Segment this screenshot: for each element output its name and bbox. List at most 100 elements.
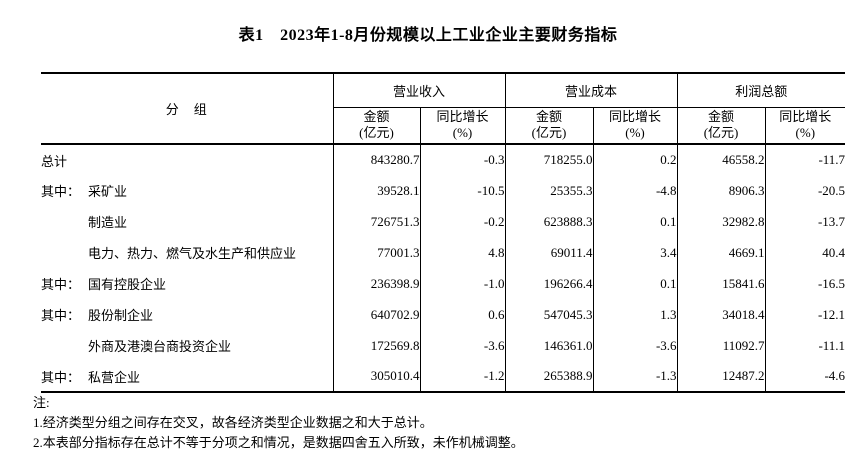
row-name: 股份制企业 xyxy=(88,308,154,323)
cell-cost-amount: 146361.0 xyxy=(504,330,594,361)
row-name: 国有控股企业 xyxy=(88,277,167,292)
cell-cost-growth: 0.1 xyxy=(592,268,678,299)
footnotes: 注: 1.经济类型分组之间存在交叉，故各经济类型企业数据之和大于总计。 2.本表… xyxy=(33,393,524,453)
cell-revenue-amount: 39528.1 xyxy=(332,175,420,206)
cell-profit-amount: 32982.8 xyxy=(676,206,766,237)
row-name: 制造业 xyxy=(88,215,128,230)
column-header-revenue: 营业收入 xyxy=(332,73,506,108)
row-prefix: 其中： xyxy=(41,308,81,323)
cell-cost-growth: 0.1 xyxy=(592,206,678,237)
row-name: 外商及港澳台商投资企业 xyxy=(88,339,232,354)
row-label: 其中： 私营企业 xyxy=(41,361,333,392)
column-header-revenue-growth: 同比增长 (%) xyxy=(419,107,506,145)
cell-profit-growth: -16.5 xyxy=(764,268,846,299)
cell-profit-growth: -20.5 xyxy=(764,175,846,206)
cell-revenue-amount: 305010.4 xyxy=(332,361,420,392)
cell-profit-amount: 12487.2 xyxy=(676,361,766,392)
header-line: 同比增长 xyxy=(779,109,832,125)
financial-indicators-table: 分 组 营业收入 营业成本 利润总额 金额 (亿元) 同比增长 (%) 金额 (… xyxy=(41,72,846,393)
header-line: (亿元) xyxy=(359,125,394,141)
cell-profit-amount: 15841.6 xyxy=(676,268,766,299)
header-line: 同比增长 xyxy=(436,109,489,125)
cell-revenue-growth: -1.2 xyxy=(419,361,506,392)
row-prefix: 其中： xyxy=(41,277,81,292)
table-row: 外商及港澳台商投资企业 172569.8 -3.6 146361.0 -3.6 … xyxy=(41,330,846,361)
cell-revenue-growth: -0.3 xyxy=(419,144,506,175)
header-line: (%) xyxy=(625,125,645,141)
header-line: (亿元) xyxy=(531,125,567,141)
cell-revenue-amount: 236398.9 xyxy=(332,268,420,299)
column-header-profit: 利润总额 xyxy=(676,73,846,108)
table-row: 电力、热力、燃气及水生产和供应业 77001.3 4.8 69011.4 3.4… xyxy=(41,237,846,268)
cell-revenue-growth: 4.8 xyxy=(419,237,506,268)
cell-revenue-amount: 843280.7 xyxy=(332,144,420,175)
row-label: 其中： 采矿业 xyxy=(41,175,333,206)
header-group-row: 分 组 营业收入 营业成本 利润总额 xyxy=(41,73,846,145)
header-line: (%) xyxy=(452,125,473,141)
cell-profit-growth: -11.7 xyxy=(764,144,846,175)
cell-profit-growth: -13.7 xyxy=(764,206,846,237)
row-name: 私营企业 xyxy=(88,369,141,385)
cell-revenue-growth: -10.5 xyxy=(419,175,506,206)
table-row: 其中： 私营企业 305010.4 -1.2 265388.9 -1.3 1248… xyxy=(41,361,846,392)
footnote-label: 注: xyxy=(33,395,50,410)
cell-revenue-growth: -3.6 xyxy=(419,330,506,361)
cell-cost-growth: -4.8 xyxy=(592,175,678,206)
header-line: (亿元) xyxy=(703,125,739,141)
footnote-item: 2.本表部分指标存在总计不等于分项之和情况，是数据四舍五入所致，未作机械调整。 xyxy=(33,435,524,450)
cell-profit-amount: 8906.3 xyxy=(676,175,766,206)
cell-cost-growth: 1.3 xyxy=(592,299,678,330)
table-row: 制造业 726751.3 -0.2 623888.3 0.1 32982.8 -… xyxy=(41,206,846,237)
row-name: 总计 xyxy=(41,153,68,169)
cell-profit-amount: 34018.4 xyxy=(676,299,766,330)
header-line: (%) xyxy=(795,125,816,141)
column-header-cost-growth: 同比增长 (%) xyxy=(592,107,678,145)
cell-cost-amount: 25355.3 xyxy=(504,175,594,206)
cell-cost-amount: 547045.3 xyxy=(504,299,594,330)
header-sub-row: 金额 (亿元) 同比增长 (%) 金额 (亿元) 同比增长 (%) 金额 ( xyxy=(41,107,846,145)
cell-revenue-growth: -0.2 xyxy=(419,206,506,237)
cell-cost-amount: 196266.4 xyxy=(504,268,594,299)
row-label: 制造业 xyxy=(41,206,333,237)
cell-profit-growth: 40.4 xyxy=(764,237,846,268)
cell-revenue-amount: 726751.3 xyxy=(332,206,420,237)
row-label: 外商及港澳台商投资企业 xyxy=(41,330,333,361)
cell-profit-growth: -11.1 xyxy=(764,330,846,361)
cell-revenue-amount: 640702.9 xyxy=(332,299,420,330)
cell-profit-amount: 11092.7 xyxy=(676,330,766,361)
cell-cost-growth: -3.6 xyxy=(592,330,678,361)
cell-profit-amount: 4669.1 xyxy=(676,237,766,268)
header-line: 同比增长 xyxy=(609,109,662,125)
column-header-cost-amount: 金额 (亿元) xyxy=(504,107,594,145)
row-label: 电力、热力、燃气及水生产和供应业 xyxy=(41,237,333,268)
cell-profit-growth: -4.6 xyxy=(764,361,846,392)
header-line: 金额 xyxy=(536,109,563,125)
row-prefix: 其中： xyxy=(41,184,81,199)
cell-cost-amount: 69011.4 xyxy=(504,237,594,268)
column-header-profit-amount: 金额 (亿元) xyxy=(676,107,766,145)
header-line: 金额 xyxy=(708,109,735,125)
footnote-item: 1.经济类型分组之间存在交叉，故各经济类型企业数据之和大于总计。 xyxy=(33,415,433,430)
row-label: 其中： 国有控股企业 xyxy=(41,268,333,299)
column-header-group: 分 组 xyxy=(41,73,334,145)
column-header-revenue-amount: 金额 (亿元) xyxy=(332,107,420,145)
row-label: 其中： 股份制企业 xyxy=(41,299,333,330)
cell-profit-amount: 46558.2 xyxy=(676,144,766,175)
cell-cost-amount: 718255.0 xyxy=(504,144,594,175)
table-row: 其中： 国有控股企业 236398.9 -1.0 196266.4 0.1 158… xyxy=(41,268,846,299)
row-name: 采矿业 xyxy=(88,184,128,199)
cell-cost-amount: 265388.9 xyxy=(504,361,594,392)
column-header-cost: 营业成本 xyxy=(504,73,678,108)
cell-profit-growth: -12.1 xyxy=(764,299,846,330)
cell-revenue-growth: 0.6 xyxy=(419,299,506,330)
cell-revenue-amount: 77001.3 xyxy=(332,237,420,268)
table-row: 其中： 股份制企业 640702.9 0.6 547045.3 1.3 34018… xyxy=(41,299,846,330)
cell-revenue-amount: 172569.8 xyxy=(332,330,420,361)
row-label: 总计 xyxy=(41,144,333,175)
table-row: 总计 843280.7 -0.3 718255.0 0.2 46558.2 -1… xyxy=(41,144,846,175)
row-name: 电力、热力、燃气及水生产和供应业 xyxy=(88,246,297,261)
cell-cost-growth: -1.3 xyxy=(592,361,678,392)
cell-revenue-growth: -1.0 xyxy=(419,268,506,299)
cell-cost-growth: 3.4 xyxy=(592,237,678,268)
